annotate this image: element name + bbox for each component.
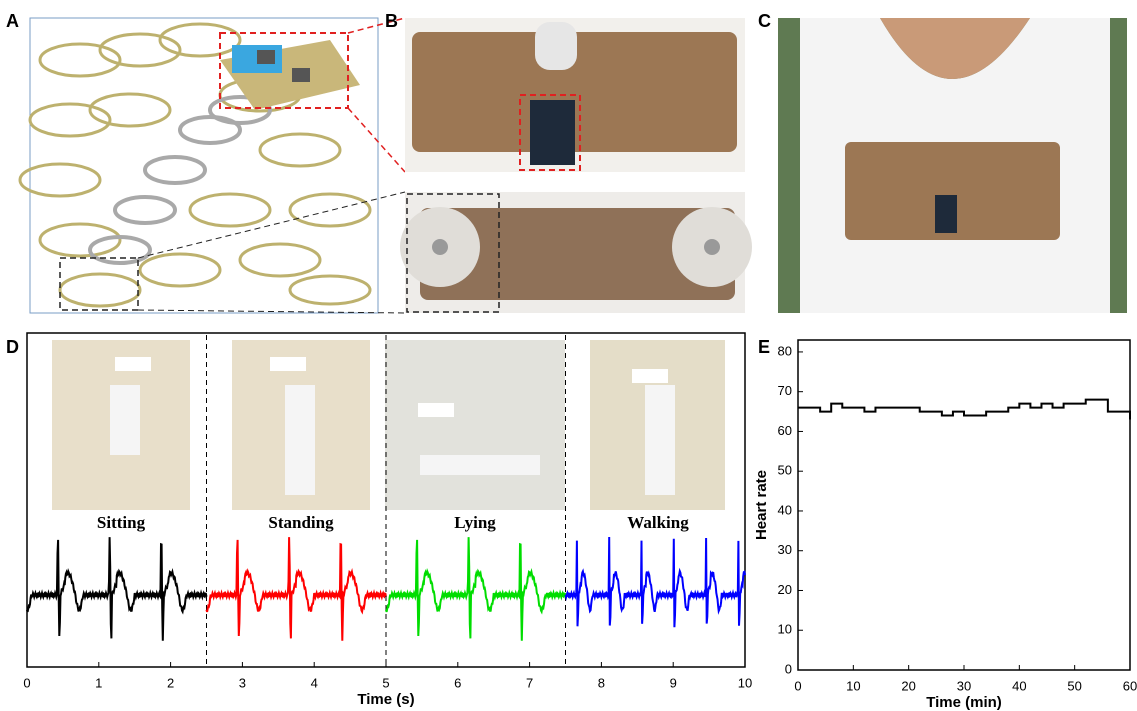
x-tick-label: 0 (23, 675, 30, 690)
x-axis-label: Time (min) (926, 694, 1002, 711)
activity-label: Sitting (97, 513, 146, 532)
y-tick-label: 10 (778, 622, 792, 637)
y-tick-label: 0 (785, 661, 792, 676)
x-tick-label: 30 (957, 678, 971, 693)
x-tick-label: 50 (1067, 678, 1081, 693)
y-tick-label: 30 (778, 542, 792, 557)
x-tick-label: 9 (670, 675, 677, 690)
plot-frame (798, 340, 1130, 670)
activity-label: Standing (268, 513, 334, 532)
panel-label: C (758, 11, 771, 31)
panel-label: E (758, 337, 770, 357)
heart-rate-line (798, 400, 1130, 420)
x-tick-label: 10 (846, 678, 860, 693)
y-tick-label: 20 (778, 582, 792, 597)
ecg-trace (207, 537, 387, 641)
x-tick-label: 4 (311, 675, 318, 690)
x-tick-label: 10 (738, 675, 752, 690)
x-tick-label: 8 (598, 675, 605, 690)
x-tick-label: 7 (526, 675, 533, 690)
x-tick-label: 6 (454, 675, 461, 690)
figure: A B C D E Time (s) Time (min) Heart rate… (0, 0, 1137, 711)
x-tick-label: 3 (239, 675, 246, 690)
activity-photos (52, 340, 725, 510)
ecg-trace (27, 537, 207, 641)
x-tick-label: 60 (1123, 678, 1137, 693)
x-tick-label: 2 (167, 675, 174, 690)
y-tick-label: 70 (778, 383, 792, 398)
ecg-trace (566, 537, 746, 627)
ecg-trace (386, 537, 566, 641)
x-axis-label: Time (s) (357, 691, 414, 708)
panel-label: B (385, 11, 398, 31)
activity-label: Lying (454, 513, 496, 532)
y-tick-label: 50 (778, 463, 792, 478)
x-tick-label: 20 (901, 678, 915, 693)
x-tick-label: 0 (794, 678, 801, 693)
y-tick-label: 60 (778, 423, 792, 438)
activity-label: Walking (627, 513, 689, 532)
panel-a-illustration (20, 18, 405, 313)
panel-label: A (6, 11, 19, 31)
x-tick-label: 1 (95, 675, 102, 690)
x-tick-label: 40 (1012, 678, 1026, 693)
y-axis-label: Heart rate (753, 470, 770, 540)
x-tick-label: 5 (382, 675, 389, 690)
panel-c-photo (778, 18, 1127, 313)
y-tick-label: 80 (778, 343, 792, 358)
panel-label: D (6, 337, 19, 357)
panel-b-photo (400, 18, 752, 313)
y-tick-label: 40 (778, 502, 792, 517)
